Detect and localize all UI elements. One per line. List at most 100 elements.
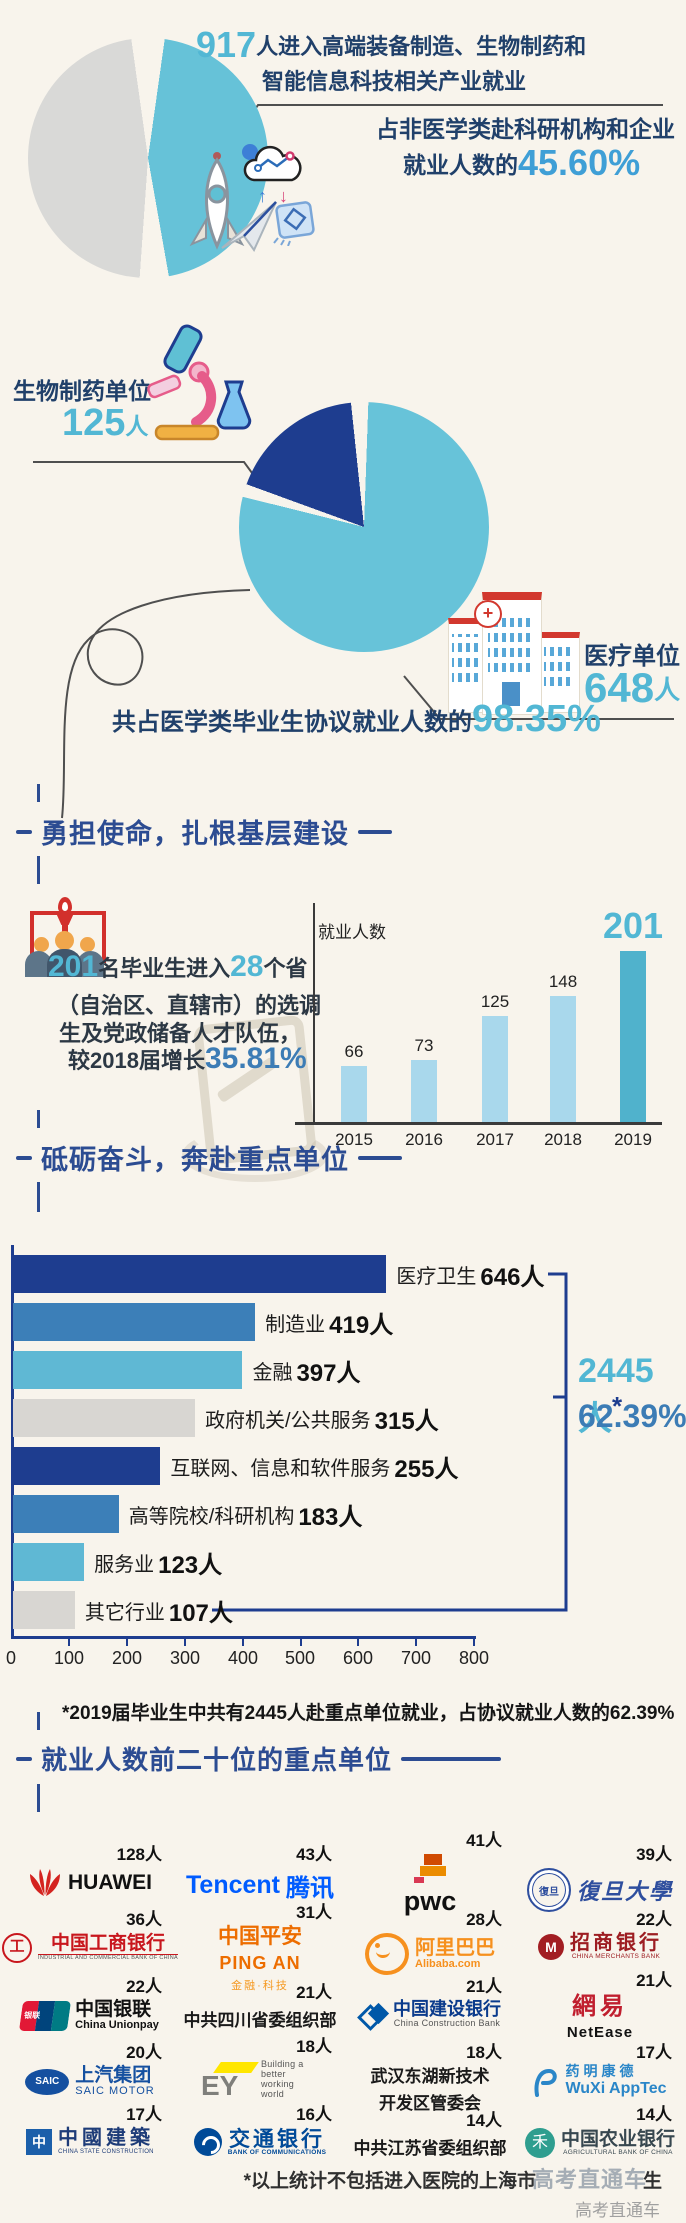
hbar-row-service: 服务业 123人 [13,1543,222,1581]
hchart-tick-500: 500 [284,1648,316,1668]
vchart-tick-2018: 2018 [544,1130,582,1149]
company-unionpay: 22人 银联 中国银联 China Unionpay [8,1972,172,2031]
vbar-2016: 73 [411,1036,437,1122]
vchart-xaxis [295,1122,662,1125]
pie1-number: 917 [196,24,257,65]
pie2-percent: 98.35% [472,698,601,740]
company-ccb: 21人 中国建设银行 China Construction Bank [348,1972,512,2028]
alibaba-icon [365,1933,409,1975]
hbar-row-university: 高等院校/科研机构 183人 [13,1495,362,1533]
company-cscec: 17人 中國建築 CHINA STATE CONSTRUCTION [8,2100,172,2155]
company-wuxi-apptec: 17人 药明康德 WuXi AppTec [518,2038,682,2097]
hchart-xaxis [11,1636,476,1639]
pie1-percent: 45.60% [518,142,641,183]
company-wuhan-donghu: 18人 武汉东湖新技术 开发区管委会 [370,2043,503,2114]
hchart-footnote: *2019届毕业生中共有2445人赴重点单位就业，占协议就业人数的62.39% [62,1703,675,1724]
company-bocom: 16人 交通银行 BANK OF COMMUNICATIONS [178,2100,342,2157]
pie1-headline: 917 人进入高端装备制造、生物制药和 [196,24,587,65]
sec1-desc-line3: 生及党政储备人才队伍， [59,1021,302,1046]
fudan-seal-icon: 復旦 [526,1868,571,1912]
paper-plane-icon [221,201,277,252]
med-label: 医疗单位 [584,643,680,670]
clipboard-watermark-base [182,1128,328,1182]
vchart-tick-2016: 2016 [405,1130,443,1149]
hchart-tick-200: 200 [111,1648,143,1668]
company-ey: 18人 EY Building a better working world [201,2037,332,2101]
hchart-tick-700: 700 [400,1648,432,1668]
huawei-icon [30,1869,60,1896]
vbar-2018: 148 [549,972,577,1122]
unionpay-icon: 银联 [19,2000,72,2031]
ccb-icon [359,2000,387,2028]
hchart-tick-0: 0 [5,1648,16,1668]
company-cmb: 22人 招商银行 CHINA MERCHANTS BANK [518,1905,682,1961]
vbar-2019: 201 [603,905,663,1122]
pie-medical [239,402,489,652]
hbar-row-government: 政府机关/公共服务 315人 [13,1399,439,1437]
company-pwc: 41人 pwc [403,1831,502,1916]
abc-icon [524,2128,555,2158]
torch-people-icon [24,897,106,979]
hchart-tick-600: 600 [342,1648,374,1668]
hchart-tick-400: 400 [227,1648,259,1668]
hchart-tick-100: 100 [53,1648,85,1668]
ey-beam-icon [213,2061,259,2073]
sec1-desc-line4: 较2018届增长 35.81% [68,1042,307,1075]
company-sichuan-od: 21人 中共四川省委组织部 [183,1983,337,2030]
hbar-row-manufacturing: 制造业 419人 [13,1303,393,1341]
vchart-ylabel: 就业人数 [318,923,386,942]
pie2-caption: 共占医学类毕业生协议就业人数的 98.35% [112,698,601,740]
arrows-icon: ↑ ↓ [258,186,288,206]
hbar-row-finance: 金融 397人 [13,1351,361,1389]
pie1-percent-line: 就业人数的 45.60% [403,142,641,183]
hchart-tick-300: 300 [169,1648,201,1668]
bio-count: 125 人 [62,402,149,444]
hchart-tick-800: 800 [458,1648,490,1668]
hchart-yaxis [11,1245,14,1638]
hchart-total: 2445人* [578,1352,654,1438]
pie1-subline: 占非医学类赴科研机构和企业 [376,116,675,142]
hospital-icon: + [448,590,580,715]
section1-heading: 勇担使命，扎根基层建设 [7,784,401,884]
company-icbc: 36人 中国工商银行 INDUSTRIAL AND COMMERCIAL BAN… [2,1905,178,1963]
vchart-tick-2015: 2015 [335,1130,373,1149]
pwc-icon [414,1854,446,1883]
vbar-2015: 66 [341,1042,367,1122]
wuxi-icon [535,2068,558,2097]
sec1-desc-line1: 201 名毕业生进入 28 个省 [48,950,308,983]
chip-icon [273,201,315,246]
pie1-headline-line2: 智能信息科技相关产业就业 [262,69,527,94]
cloud-chart-icon [242,144,302,182]
company-alibaba: 28人 阿里巴巴 Alibaba.com [348,1905,512,1975]
vchart-tick-2019: 2019 [614,1130,652,1149]
hbar-row-medical: 医疗卫生 646人 [13,1255,544,1293]
company-abc: 14人 中国农业银行 AGRICULTURAL BANK OF CHINA [518,2100,682,2158]
section3-heading: 就业人数前二十位的重点单位 [7,1712,510,1812]
hchart-percent: 62.39% [578,1398,686,1434]
company-huawei: 128人 HUAWEI [8,1840,172,1898]
vchart-tick-2017: 2017 [476,1130,514,1149]
microscope-flask-icon [147,324,252,441]
vchart-bars: 66 73 125 148 201 [295,900,663,1122]
company-saic: 20人 SAIC 上汽集团 SAIC MOTOR [8,2038,172,2097]
bio-label: 生物制药单位 [13,378,151,404]
section2-heading: 砥砺奋斗，奔赴重点单位 [7,1110,411,1212]
bocom-icon [193,2128,222,2157]
vbar-2017: 125 [481,992,509,1122]
footer-note: *以上统计不包括进入医院的上海市高考直通车生 [243,2167,662,2192]
med-count: 648 人 [584,664,681,711]
company-fudan: 39人 復旦 復旦大學 [518,1840,682,1912]
saic-icon: SAIC [25,2068,70,2095]
watermark: 高考直通车 [575,2201,660,2220]
cmb-icon [538,1933,564,1960]
sec1-desc-line2: （自治区、直辖市）的选调 [57,993,322,1018]
company-pingan: 31人 中国平安 PING AN 金融·科技 [218,1903,332,1992]
company-jiangsu-od: 14人 中共江苏省委组织部 [353,2111,507,2158]
icbc-icon [2,1933,33,1963]
hbar-row-internet: 互联网、信息和软件服务 255人 [13,1447,458,1485]
watermark-overlay: 高考直通车 [531,2167,647,2192]
company-netease: 21人 網易 NetEase [566,1971,672,2042]
company-tencent: 43人 Tencent 腾讯 [186,1845,334,1902]
